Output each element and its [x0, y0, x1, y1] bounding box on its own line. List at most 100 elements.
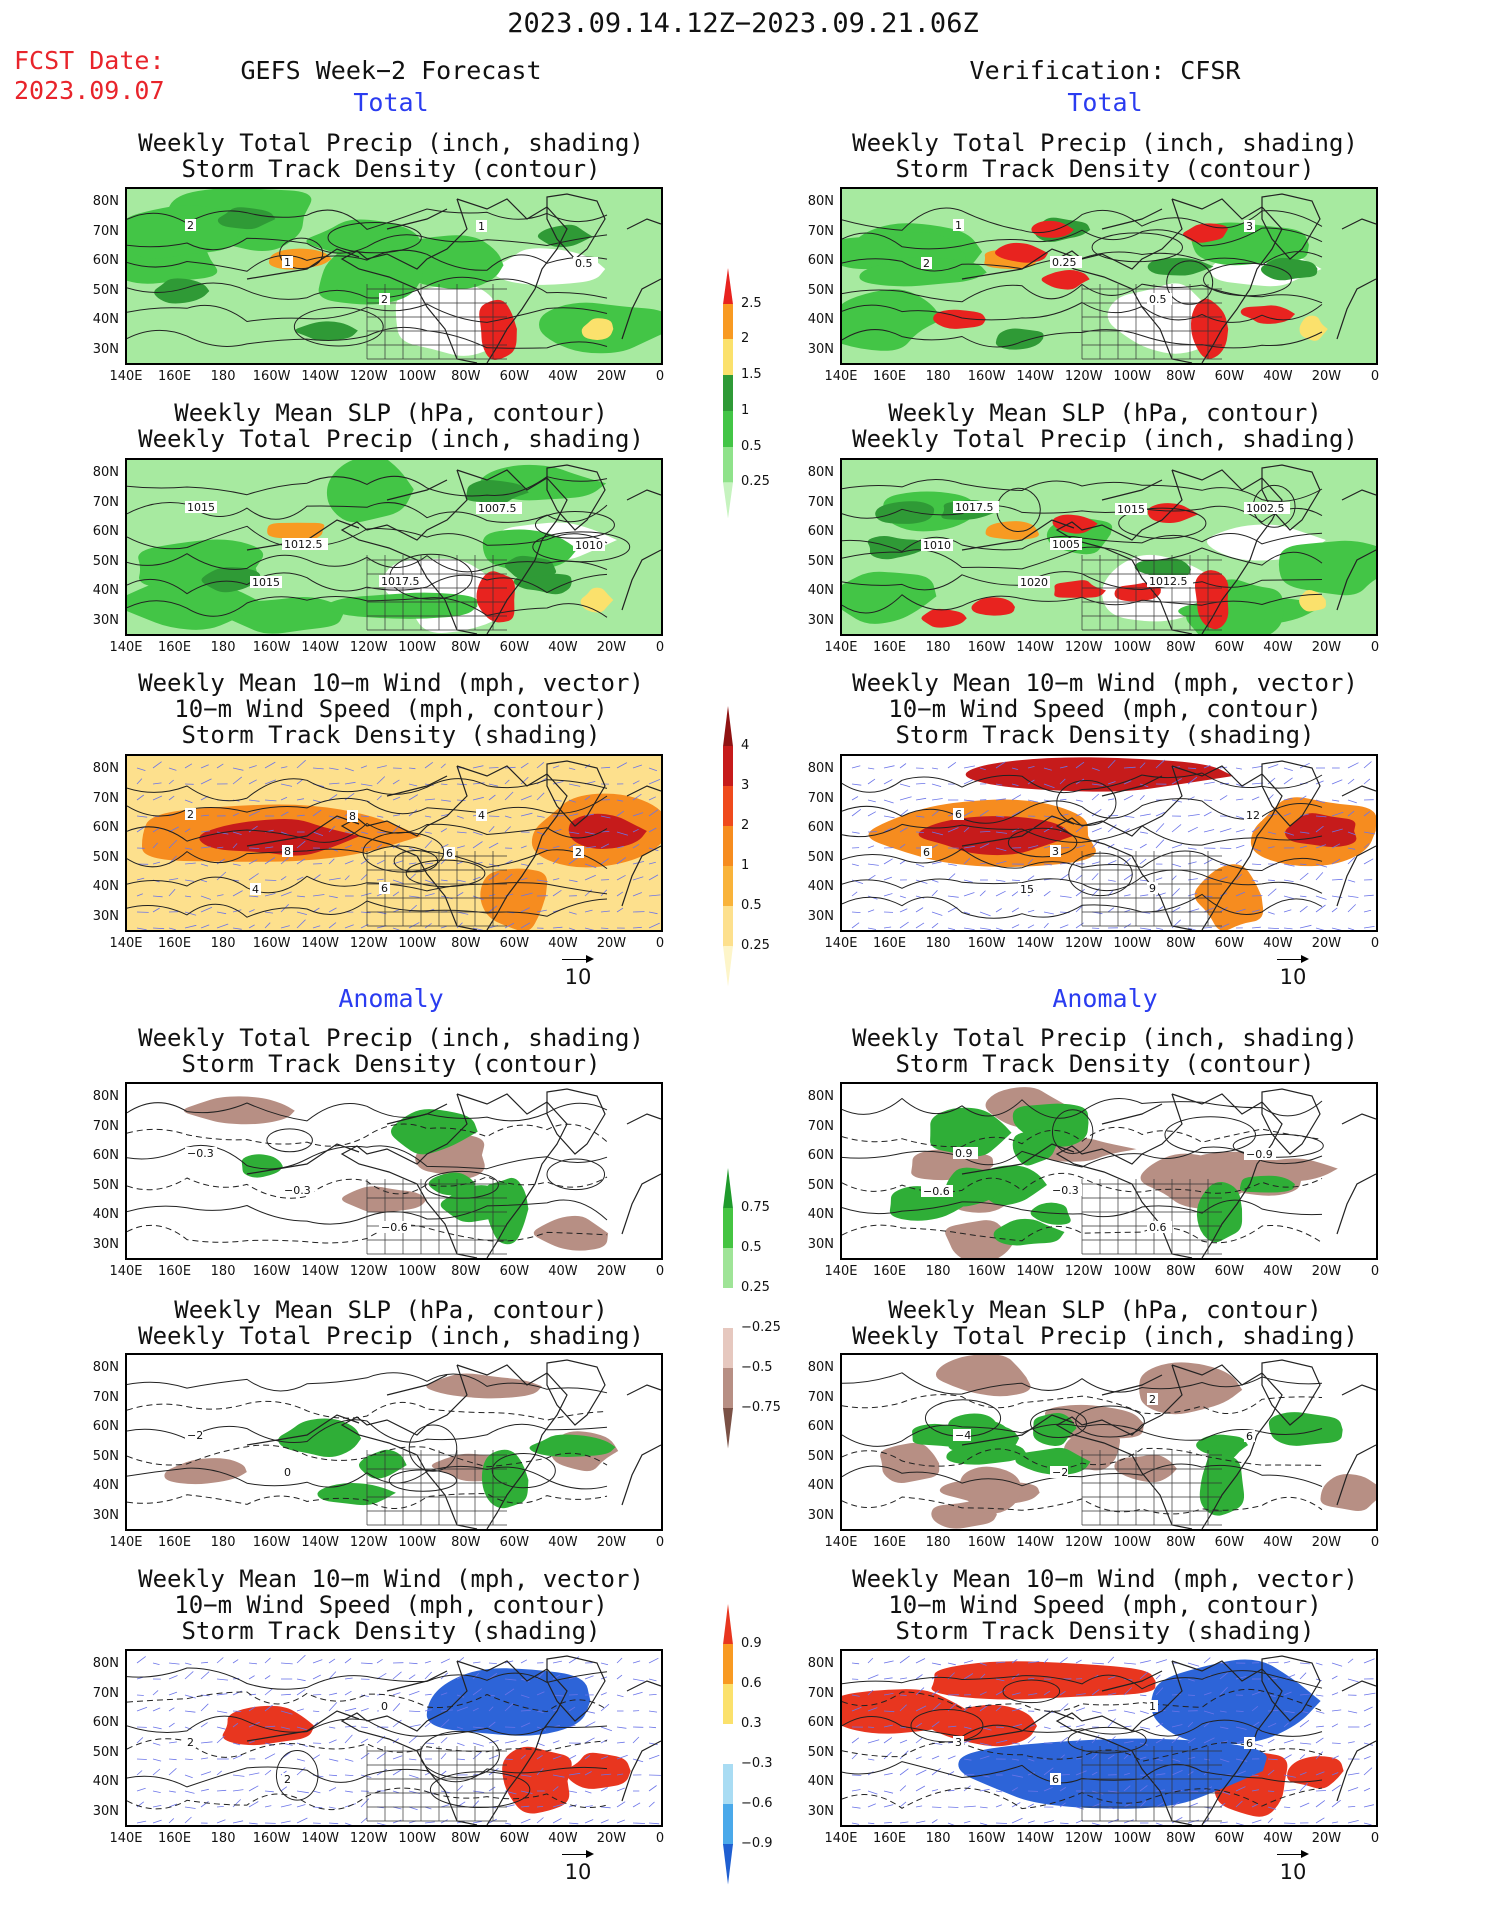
wind-vector — [600, 1692, 607, 1696]
latitude-label: 30N — [807, 908, 834, 924]
wind-vector — [899, 1768, 909, 1776]
latitude-label: 40N — [807, 879, 834, 894]
wind-vector — [216, 1678, 229, 1681]
wind-vector — [1059, 1787, 1067, 1792]
longitude-label: 160E — [873, 369, 907, 384]
wind-vector — [504, 779, 510, 785]
latitude-label: 50N — [807, 1177, 834, 1193]
wind-vector — [1219, 1726, 1229, 1730]
latitude-label: 70N — [807, 223, 834, 239]
wind-vector — [504, 826, 511, 833]
right-total-label: Total — [1067, 88, 1143, 117]
wind-vector — [216, 1819, 226, 1824]
contour-label-bg — [379, 575, 425, 587]
wind-vector — [312, 809, 322, 817]
colorbar-segment — [723, 1684, 733, 1725]
wind-vector — [392, 779, 400, 785]
wind-vector — [456, 911, 469, 915]
wind-vector — [296, 778, 304, 785]
coastline — [340, 198, 478, 363]
wind-vector — [1075, 1724, 1085, 1728]
contour-line — [127, 795, 608, 817]
wind-vector — [168, 1675, 178, 1680]
wind-vector — [136, 1694, 144, 1696]
verification-precip-storm-map: 1 0.25 0.5 3 2 — [840, 187, 1378, 365]
wind-vector — [424, 798, 436, 801]
wind-vector — [568, 1676, 577, 1680]
latitude-label: 50N — [92, 1448, 119, 1464]
wind-vector — [1155, 1822, 1164, 1825]
longitude-label: 40W — [1263, 1831, 1293, 1846]
longitude-label: 140W — [1016, 1264, 1055, 1279]
contour-line — [842, 1787, 1323, 1810]
longitude-label: 40W — [548, 1535, 578, 1550]
wind-vector — [1347, 847, 1356, 850]
contour-label-bg — [282, 845, 293, 857]
left-anomaly-label: Anomaly — [338, 984, 444, 1013]
vector-reference-label: 10 — [1279, 965, 1307, 989]
wind-vector — [392, 879, 405, 885]
wind-vector — [376, 795, 382, 801]
wind-vector — [899, 1801, 907, 1808]
colorbar-segment — [723, 1844, 733, 1885]
vector-reference: 10 — [1277, 1850, 1309, 1884]
wind-vector — [1155, 1687, 1164, 1696]
wind-vector — [184, 1710, 196, 1713]
coastline — [386, 1103, 448, 1125]
wind-vector — [979, 1822, 988, 1825]
coastline — [621, 1740, 661, 1802]
wind-vector — [1235, 908, 1246, 913]
wind-vector — [232, 1820, 244, 1824]
latitude-label: 50N — [807, 282, 834, 298]
wind-vector — [568, 856, 579, 865]
wind-vector — [648, 1822, 660, 1825]
wind-vector — [280, 796, 288, 801]
wind-vector — [456, 1706, 469, 1712]
wind-vector — [536, 909, 547, 913]
wind-vector — [168, 1691, 178, 1696]
contour-label: 1 — [955, 219, 962, 232]
wind-vector — [280, 1710, 293, 1715]
wind-vector — [1299, 845, 1308, 849]
wind-vector — [1123, 1803, 1132, 1808]
colorbar-segment — [723, 1328, 733, 1369]
wind-vector — [1011, 879, 1020, 882]
wind-vector — [168, 779, 174, 785]
contour-line — [1164, 1116, 1256, 1154]
wind-vector — [851, 1662, 860, 1665]
wind-vector — [232, 1799, 241, 1808]
wind-vector — [584, 889, 593, 897]
wind-vector — [168, 839, 178, 849]
coastline — [626, 785, 661, 797]
longitude-label: 120W — [1064, 369, 1103, 384]
wind-vector — [1203, 811, 1212, 817]
latitude-label: 80N — [92, 194, 119, 209]
wind-vector — [328, 907, 337, 913]
wind-vector — [1283, 879, 1294, 882]
contour-label: 9 — [1149, 882, 1156, 895]
wind-vector — [1251, 796, 1260, 801]
wind-vector — [1299, 1672, 1307, 1680]
contour-label: −4 — [955, 1429, 971, 1442]
contour-line — [842, 1688, 1323, 1712]
wind-vector — [1283, 1774, 1296, 1778]
wind-vector — [408, 1735, 418, 1744]
longitude-label: 20W — [596, 1535, 627, 1550]
wind-vector — [995, 1804, 1003, 1808]
contour-line — [127, 1123, 608, 1147]
contour-line — [842, 1670, 1323, 1690]
wind-vector — [1331, 1784, 1341, 1792]
wind-vector — [152, 927, 165, 930]
vector-reference-arrow-icon — [562, 955, 594, 965]
wind-vector — [979, 1788, 990, 1792]
contour-label: 3 — [1052, 845, 1059, 858]
longitude-label: 160W — [967, 1535, 1006, 1550]
wind-vector — [632, 843, 640, 849]
wind-vector — [995, 1689, 1006, 1696]
wind-vector — [616, 1657, 623, 1664]
latitude-label: 50N — [92, 282, 119, 298]
wind-vector — [963, 1820, 971, 1824]
wind-vector — [1011, 1659, 1018, 1664]
wind-vector — [1059, 1690, 1066, 1696]
wind-vector — [979, 911, 991, 917]
